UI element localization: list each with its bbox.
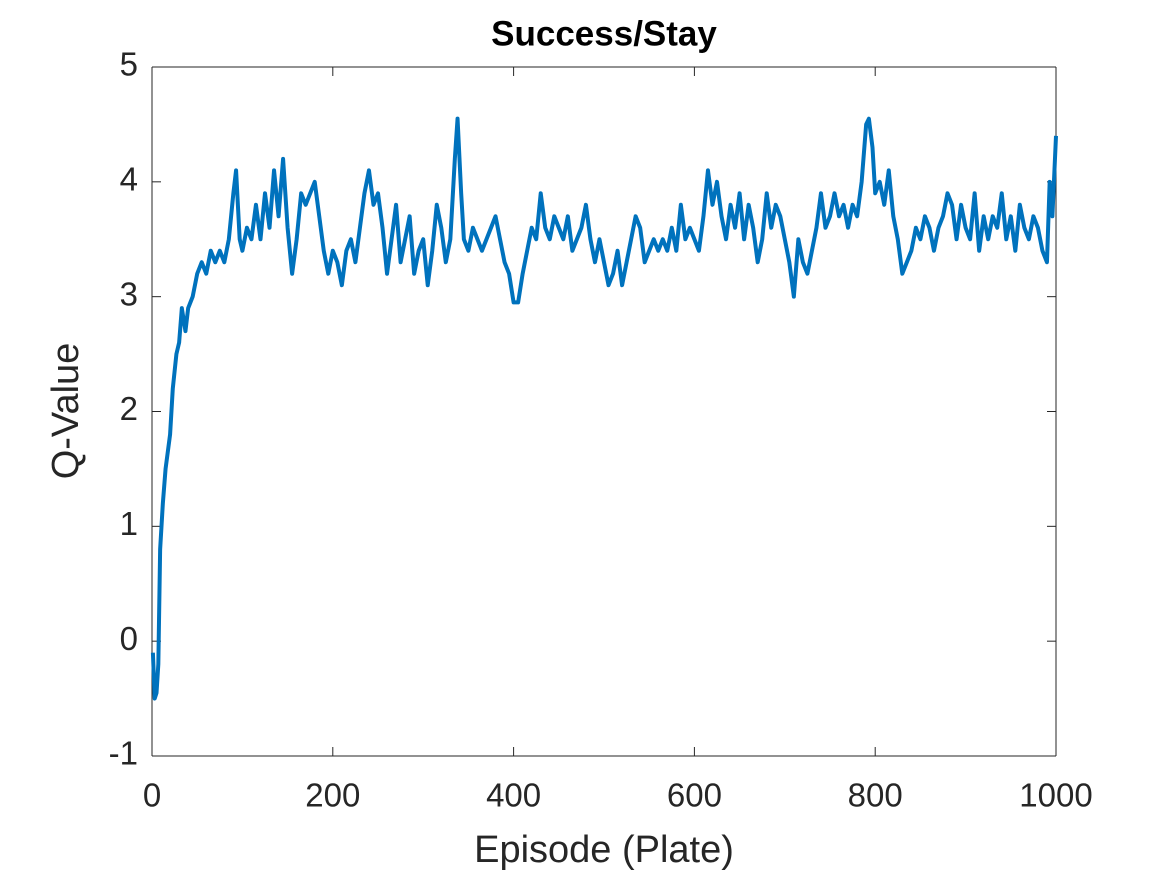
x-axis-label: Episode (Plate) — [474, 829, 734, 871]
x-tick-label: 200 — [305, 777, 360, 814]
x-tick-label: 800 — [848, 777, 903, 814]
chart-title: Success/Stay — [491, 14, 717, 53]
y-tick-label: -1 — [109, 735, 138, 772]
x-tick-label: 1000 — [1019, 777, 1092, 814]
data-line — [150, 116, 1058, 701]
y-tick-label: 0 — [120, 620, 138, 657]
y-tick-label: 1 — [120, 505, 138, 542]
x-tick-label: 0 — [143, 777, 161, 814]
x-tick-label: 600 — [667, 777, 722, 814]
x-tick-label: 400 — [486, 777, 541, 814]
y-tick-label: 2 — [120, 390, 138, 427]
y-axis-label: Q-Value — [45, 343, 87, 480]
y-tick-label: 4 — [120, 161, 138, 198]
y-tick-label: 5 — [120, 46, 138, 83]
y-tick-label: 3 — [120, 275, 138, 312]
